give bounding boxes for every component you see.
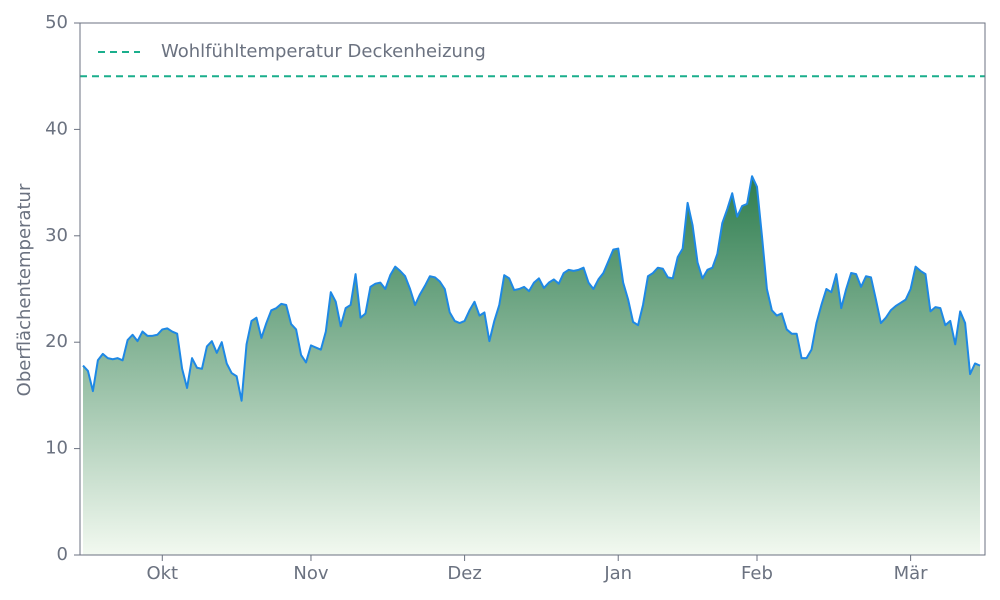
x-tick-label: Feb (741, 563, 773, 584)
x-tick-label: Mär (894, 563, 929, 584)
x-tick-label: Nov (293, 563, 328, 584)
x-tick-label: Jan (603, 563, 632, 584)
y-tick-label: 20 (45, 331, 68, 352)
legend-label: Wohlfühltemperatur Deckenheizung (161, 41, 486, 62)
plot-frame (79, 22, 986, 556)
y-tick-label: 50 (45, 12, 68, 33)
area-fill (83, 176, 980, 555)
x-tick-label: Dez (447, 563, 481, 584)
y-axis-label: Oberflächentemperatur (14, 183, 35, 396)
y-tick-label: 30 (45, 225, 68, 246)
y-tick-label: 10 (45, 438, 68, 459)
temperature-line (82, 175, 981, 402)
y-tick-label: 0 (57, 544, 68, 565)
y-tick-label: 40 (45, 118, 68, 139)
x-tick-label: Okt (146, 563, 178, 584)
